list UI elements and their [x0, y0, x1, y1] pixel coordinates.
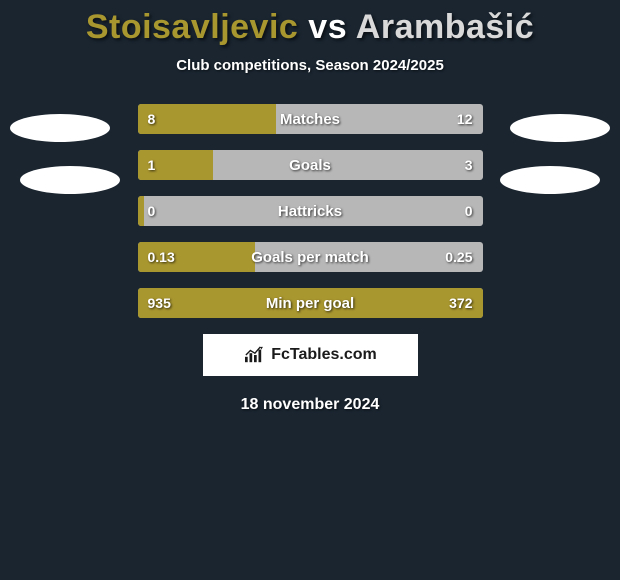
player1-avatar-top [10, 114, 110, 142]
player1-name: Stoisavljevic [86, 8, 299, 46]
stat-label: Matches [138, 104, 483, 134]
stat-value-left: 1 [148, 150, 156, 180]
player2-avatar-top [510, 114, 610, 142]
stat-bars: 8 12Matches 1 3Goals 0 0Hattricks 0.13 0.25Goal… [138, 104, 483, 318]
comparison-title: Stoisavljevic vs Arambašić [0, 0, 620, 47]
player2-name: Arambašić [356, 8, 534, 46]
stat-value-left: 0 [148, 196, 156, 226]
subtitle: Club competitions, Season 2024/2025 [0, 57, 620, 74]
fctables-logo[interactable]: FcTables.com [203, 334, 418, 376]
stat-value-right: 0 [465, 196, 473, 226]
stat-label: Goals per match [138, 242, 483, 272]
stat-bar-row: 0.13 0.25Goals per match [138, 242, 483, 272]
stat-value-left: 0.13 [148, 242, 175, 272]
stat-label: Hattricks [138, 196, 483, 226]
stat-value-left: 935 [148, 288, 171, 318]
date-label: 18 november 2024 [0, 396, 620, 414]
comparison-area: 8 12Matches 1 3Goals 0 0Hattricks 0.13 0.25Goal… [0, 104, 620, 318]
stat-value-left: 8 [148, 104, 156, 134]
stat-bar-row: 8 12Matches [138, 104, 483, 134]
player2-avatar-bottom [500, 166, 600, 194]
stat-value-right: 0.25 [445, 242, 472, 272]
logo-text: FcTables.com [271, 346, 377, 364]
player1-avatar-bottom [20, 166, 120, 194]
stat-bar-row: 0 0Hattricks [138, 196, 483, 226]
title-vs: vs [308, 8, 347, 46]
stat-value-right: 3 [465, 150, 473, 180]
stat-label: Min per goal [138, 288, 483, 318]
stat-label: Goals [138, 150, 483, 180]
stat-value-right: 12 [457, 104, 473, 134]
stat-bar-row: 935 372Min per goal [138, 288, 483, 318]
stat-value-right: 372 [449, 288, 472, 318]
stat-bar-row: 1 3Goals [138, 150, 483, 180]
chart-icon [243, 346, 265, 364]
